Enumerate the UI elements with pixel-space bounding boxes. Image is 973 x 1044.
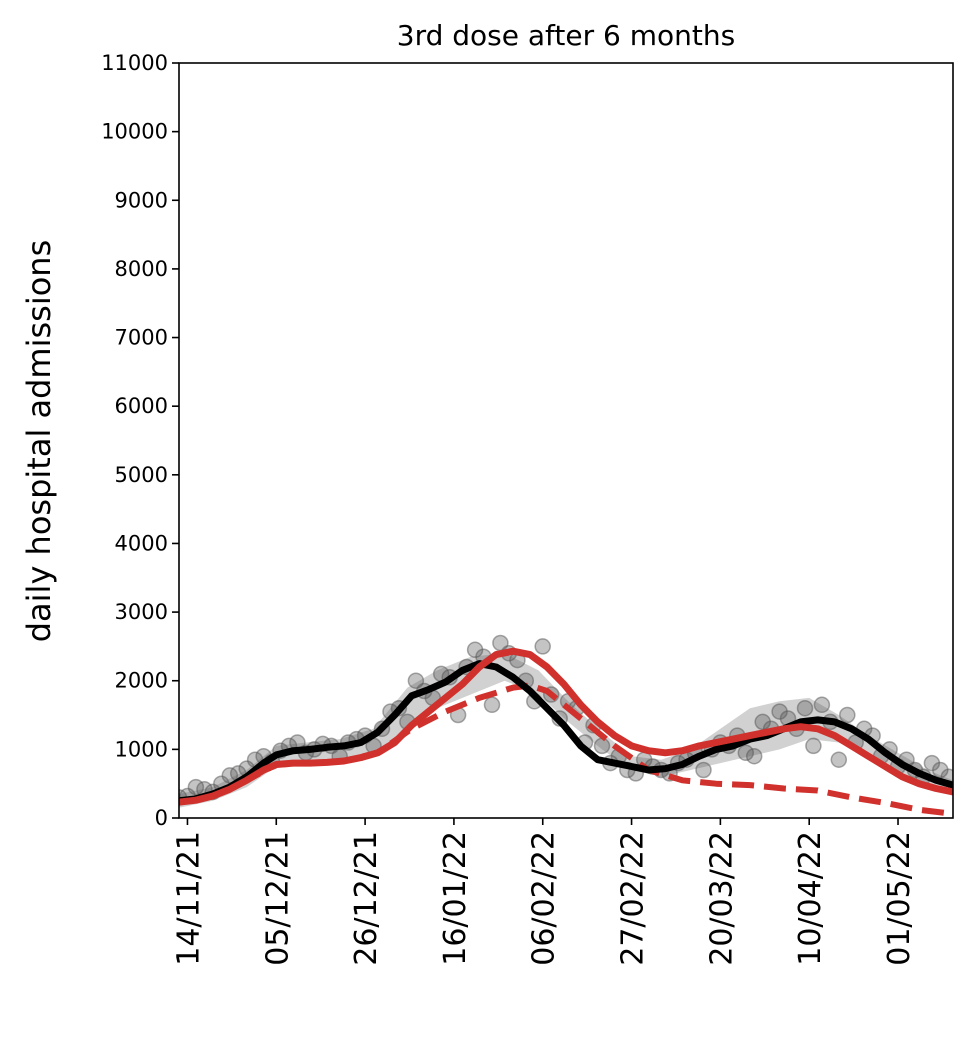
- observed-point: [737, 744, 755, 762]
- y-tick-label: 3000: [115, 600, 168, 624]
- scenario-solid-line: [179, 647, 953, 806]
- y-tick-label: 11000: [101, 51, 168, 75]
- x-tick-label: 16/01/22: [438, 831, 473, 966]
- x-tick-label: 06/02/22: [527, 831, 562, 966]
- y-tick-label: 10000: [101, 120, 168, 144]
- x-tick-label: 10/04/22: [793, 831, 828, 966]
- axes: 0 1000 2000 3000 4000 5000 6000 7000 8000 9000 100…: [101, 51, 954, 966]
- plot-frame: [178, 62, 954, 819]
- observed-point: [805, 737, 822, 755]
- x-tick-label: 14/11/21: [172, 831, 207, 966]
- y-tick-label: 9000: [115, 188, 168, 212]
- x-tick-label: 20/03/22: [704, 831, 739, 966]
- observed-point: [796, 699, 814, 717]
- y-tick-label: 6000: [115, 394, 168, 418]
- observed-point: [745, 747, 763, 765]
- observed-point: [839, 706, 856, 724]
- y-axis-label: daily hospital admissions: [20, 240, 58, 643]
- y-tick-label: 0: [155, 806, 168, 830]
- y-tick-label: 8000: [115, 257, 168, 281]
- observed-point: [593, 737, 611, 755]
- chart-title: 3rd dose after 6 months: [397, 19, 735, 52]
- plot-area: [179, 634, 953, 817]
- x-tick-label: 26/12/21: [349, 831, 384, 966]
- x-tick-label: 01/05/22: [882, 831, 917, 966]
- y-tick-label: 1000: [115, 737, 168, 761]
- y-tick-label: 4000: [115, 531, 168, 555]
- x-tick-label: 27/02/22: [616, 831, 651, 966]
- observed-point: [830, 751, 848, 768]
- model-fit-line: [179, 660, 953, 805]
- observed-point: [813, 696, 831, 714]
- y-tick-label: 7000: [115, 326, 168, 350]
- observed-point: [695, 761, 712, 779]
- observed-point: [534, 638, 551, 655]
- observed-point: [483, 696, 501, 714]
- y-tick-label: 5000: [115, 463, 168, 487]
- x-tick-label: 05/12/21: [260, 831, 295, 966]
- y-tick-label: 2000: [115, 669, 168, 693]
